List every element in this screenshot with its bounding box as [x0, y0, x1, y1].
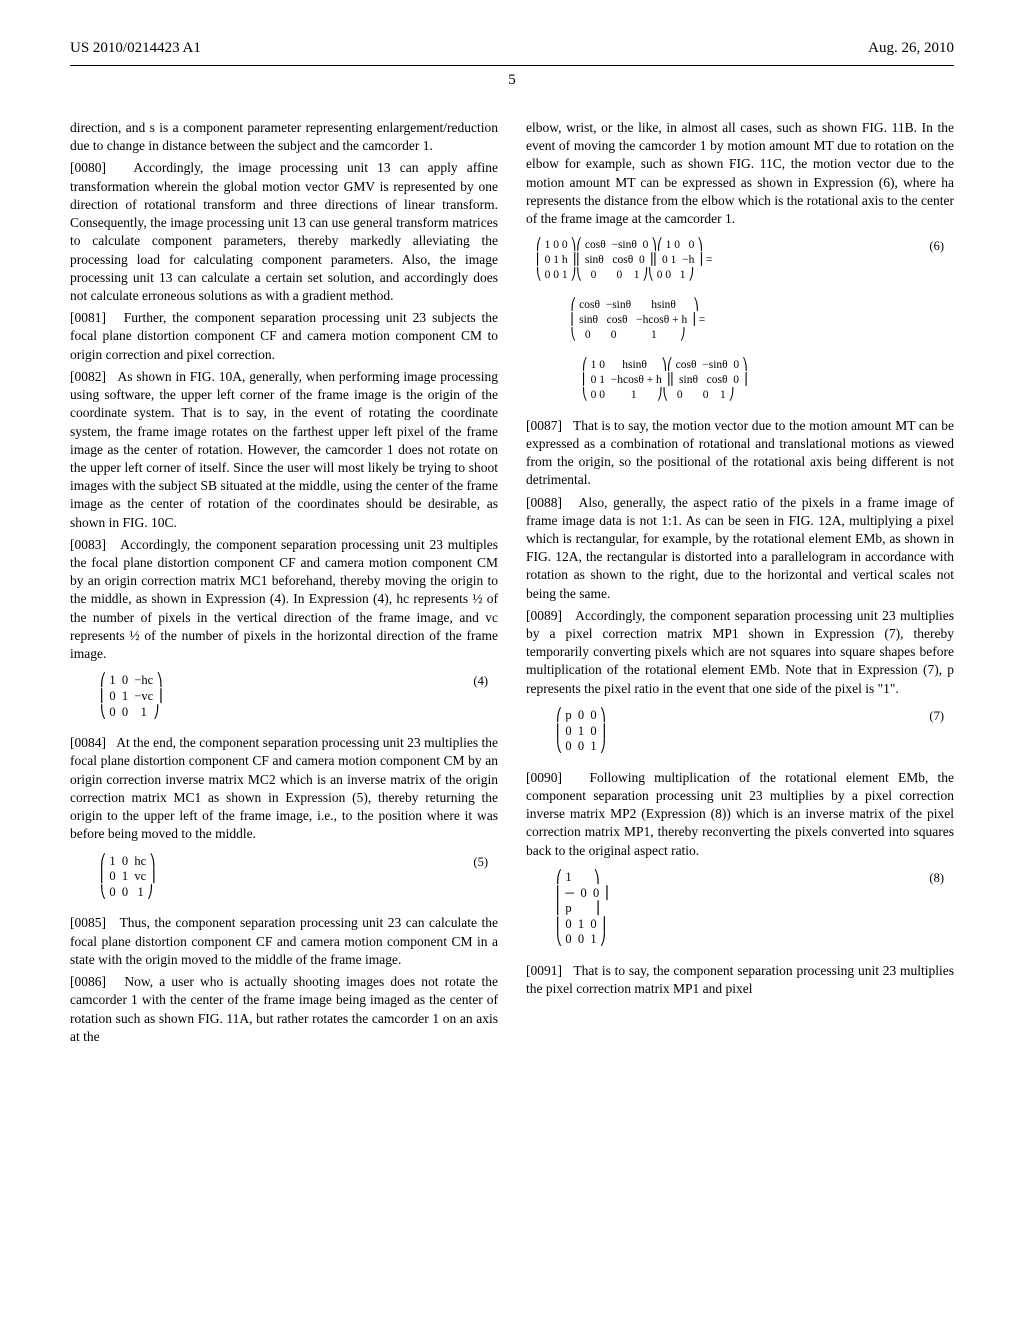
para-text: Accordingly, the component separation pr… — [526, 608, 954, 696]
equation-8-body: ⎛ 1 ⎞ ⎜ ─ 0 0 ⎟ ⎜ p ⎟ ⎜ 0 1 0 ⎟ ⎝ 0 0 1 … — [526, 870, 609, 948]
equation-7: ⎛ p 0 0 ⎞ ⎜ 0 1 0 ⎟ ⎝ 0 0 1 ⎠ (7) — [526, 708, 954, 755]
header-divider — [70, 65, 954, 66]
equation-7-num: (7) — [929, 708, 954, 725]
equation-8: ⎛ 1 ⎞ ⎜ ─ 0 0 ⎟ ⎜ p ⎟ ⎜ 0 1 0 ⎟ ⎝ 0 0 1 … — [526, 870, 954, 948]
paragraph-0084: [0084] At the end, the component separat… — [70, 734, 498, 843]
paragraph-0080: [0080] Accordingly, the image processing… — [70, 159, 498, 305]
paragraph-0082: [0082] As shown in FIG. 10A, generally, … — [70, 368, 498, 532]
intro-paragraph: direction, and s is a component paramete… — [70, 119, 498, 155]
para-text: Further, the component separation proces… — [70, 310, 498, 361]
equation-5-body: ⎛ 1 0 hc ⎞ ⎜ 0 1 vc ⎟ ⎝ 0 0 1 ⎠ — [70, 854, 156, 901]
equation-4-num: (4) — [473, 673, 498, 690]
paragraph-0081: [0081] Further, the component separation… — [70, 309, 498, 364]
para-num: [0086] — [70, 974, 124, 989]
para-text: Now, a user who is actually shooting ima… — [70, 974, 498, 1044]
page-header: US 2010/0214423 A1 Aug. 26, 2010 — [70, 40, 954, 57]
para-num: [0087] — [526, 418, 573, 433]
equation-6-body: ⎛ 1 0 0 ⎞⎛ cosθ −sinθ 0 ⎞⎛ 1 0 0 ⎞ ⎜ 0 1… — [526, 238, 748, 402]
para-text: Accordingly, the image processing unit 1… — [70, 160, 498, 303]
para-num: [0083] — [70, 537, 120, 552]
equation-5-num: (5) — [473, 854, 498, 871]
right-column: elbow, wrist, or the like, in almost all… — [526, 119, 954, 1050]
paragraph-0089: [0089] Accordingly, the component separa… — [526, 607, 954, 698]
para-num: [0089] — [526, 608, 575, 623]
para-text: As shown in FIG. 10A, generally, when pe… — [70, 369, 498, 530]
equation-6: ⎛ 1 0 0 ⎞⎛ cosθ −sinθ 0 ⎞⎛ 1 0 0 ⎞ ⎜ 0 1… — [526, 238, 954, 402]
paragraph-0091: [0091] That is to say, the component sep… — [526, 962, 954, 998]
para-num: [0080] — [70, 160, 133, 175]
equation-6-num: (6) — [929, 238, 954, 255]
para-text: At the end, the component separation pro… — [70, 735, 498, 841]
para-num: [0090] — [526, 770, 590, 785]
patent-page: US 2010/0214423 A1 Aug. 26, 2010 5 direc… — [0, 0, 1024, 1320]
para-num: [0085] — [70, 915, 120, 930]
para-text: That is to say, the component separation… — [526, 963, 954, 996]
paragraph-0085: [0085] Thus, the component separation pr… — [70, 914, 498, 969]
para-num: [0088] — [526, 495, 579, 510]
paragraph-0090: [0090] Following multiplication of the r… — [526, 769, 954, 860]
para-text: That is to say, the motion vector due to… — [526, 418, 954, 488]
para-text: Also, generally, the aspect ratio of the… — [526, 495, 954, 601]
para-text: Accordingly, the component separation pr… — [70, 537, 498, 661]
equation-5: ⎛ 1 0 hc ⎞ ⎜ 0 1 vc ⎟ ⎝ 0 0 1 ⎠ (5) — [70, 854, 498, 901]
publication-number: US 2010/0214423 A1 — [70, 40, 201, 57]
equation-7-body: ⎛ p 0 0 ⎞ ⎜ 0 1 0 ⎟ ⎝ 0 0 1 ⎠ — [526, 708, 606, 755]
paragraph-0087: [0087] That is to say, the motion vector… — [526, 417, 954, 490]
page-number: 5 — [70, 72, 954, 89]
para-num: [0084] — [70, 735, 116, 750]
equation-4-body: ⎛ 1 0 −hc ⎞ ⎜ 0 1 −vc ⎟ ⎝ 0 0 1 ⎠ — [70, 673, 163, 720]
paragraph-0083: [0083] Accordingly, the component separa… — [70, 536, 498, 664]
para-num: [0082] — [70, 369, 118, 384]
para-num: [0091] — [526, 963, 573, 978]
para-num: [0081] — [70, 310, 124, 325]
publication-date: Aug. 26, 2010 — [868, 40, 954, 57]
two-column-body: direction, and s is a component paramete… — [70, 119, 954, 1050]
para-text: Following multiplication of the rotation… — [526, 770, 954, 858]
paragraph-0088: [0088] Also, generally, the aspect ratio… — [526, 494, 954, 603]
equation-8-num: (8) — [929, 870, 954, 887]
equation-4: ⎛ 1 0 −hc ⎞ ⎜ 0 1 −vc ⎟ ⎝ 0 0 1 ⎠ (4) — [70, 673, 498, 720]
para-text: Thus, the component separation processin… — [70, 915, 498, 966]
left-column: direction, and s is a component paramete… — [70, 119, 498, 1050]
intro-paragraph-right: elbow, wrist, or the like, in almost all… — [526, 119, 954, 228]
paragraph-0086: [0086] Now, a user who is actually shoot… — [70, 973, 498, 1046]
